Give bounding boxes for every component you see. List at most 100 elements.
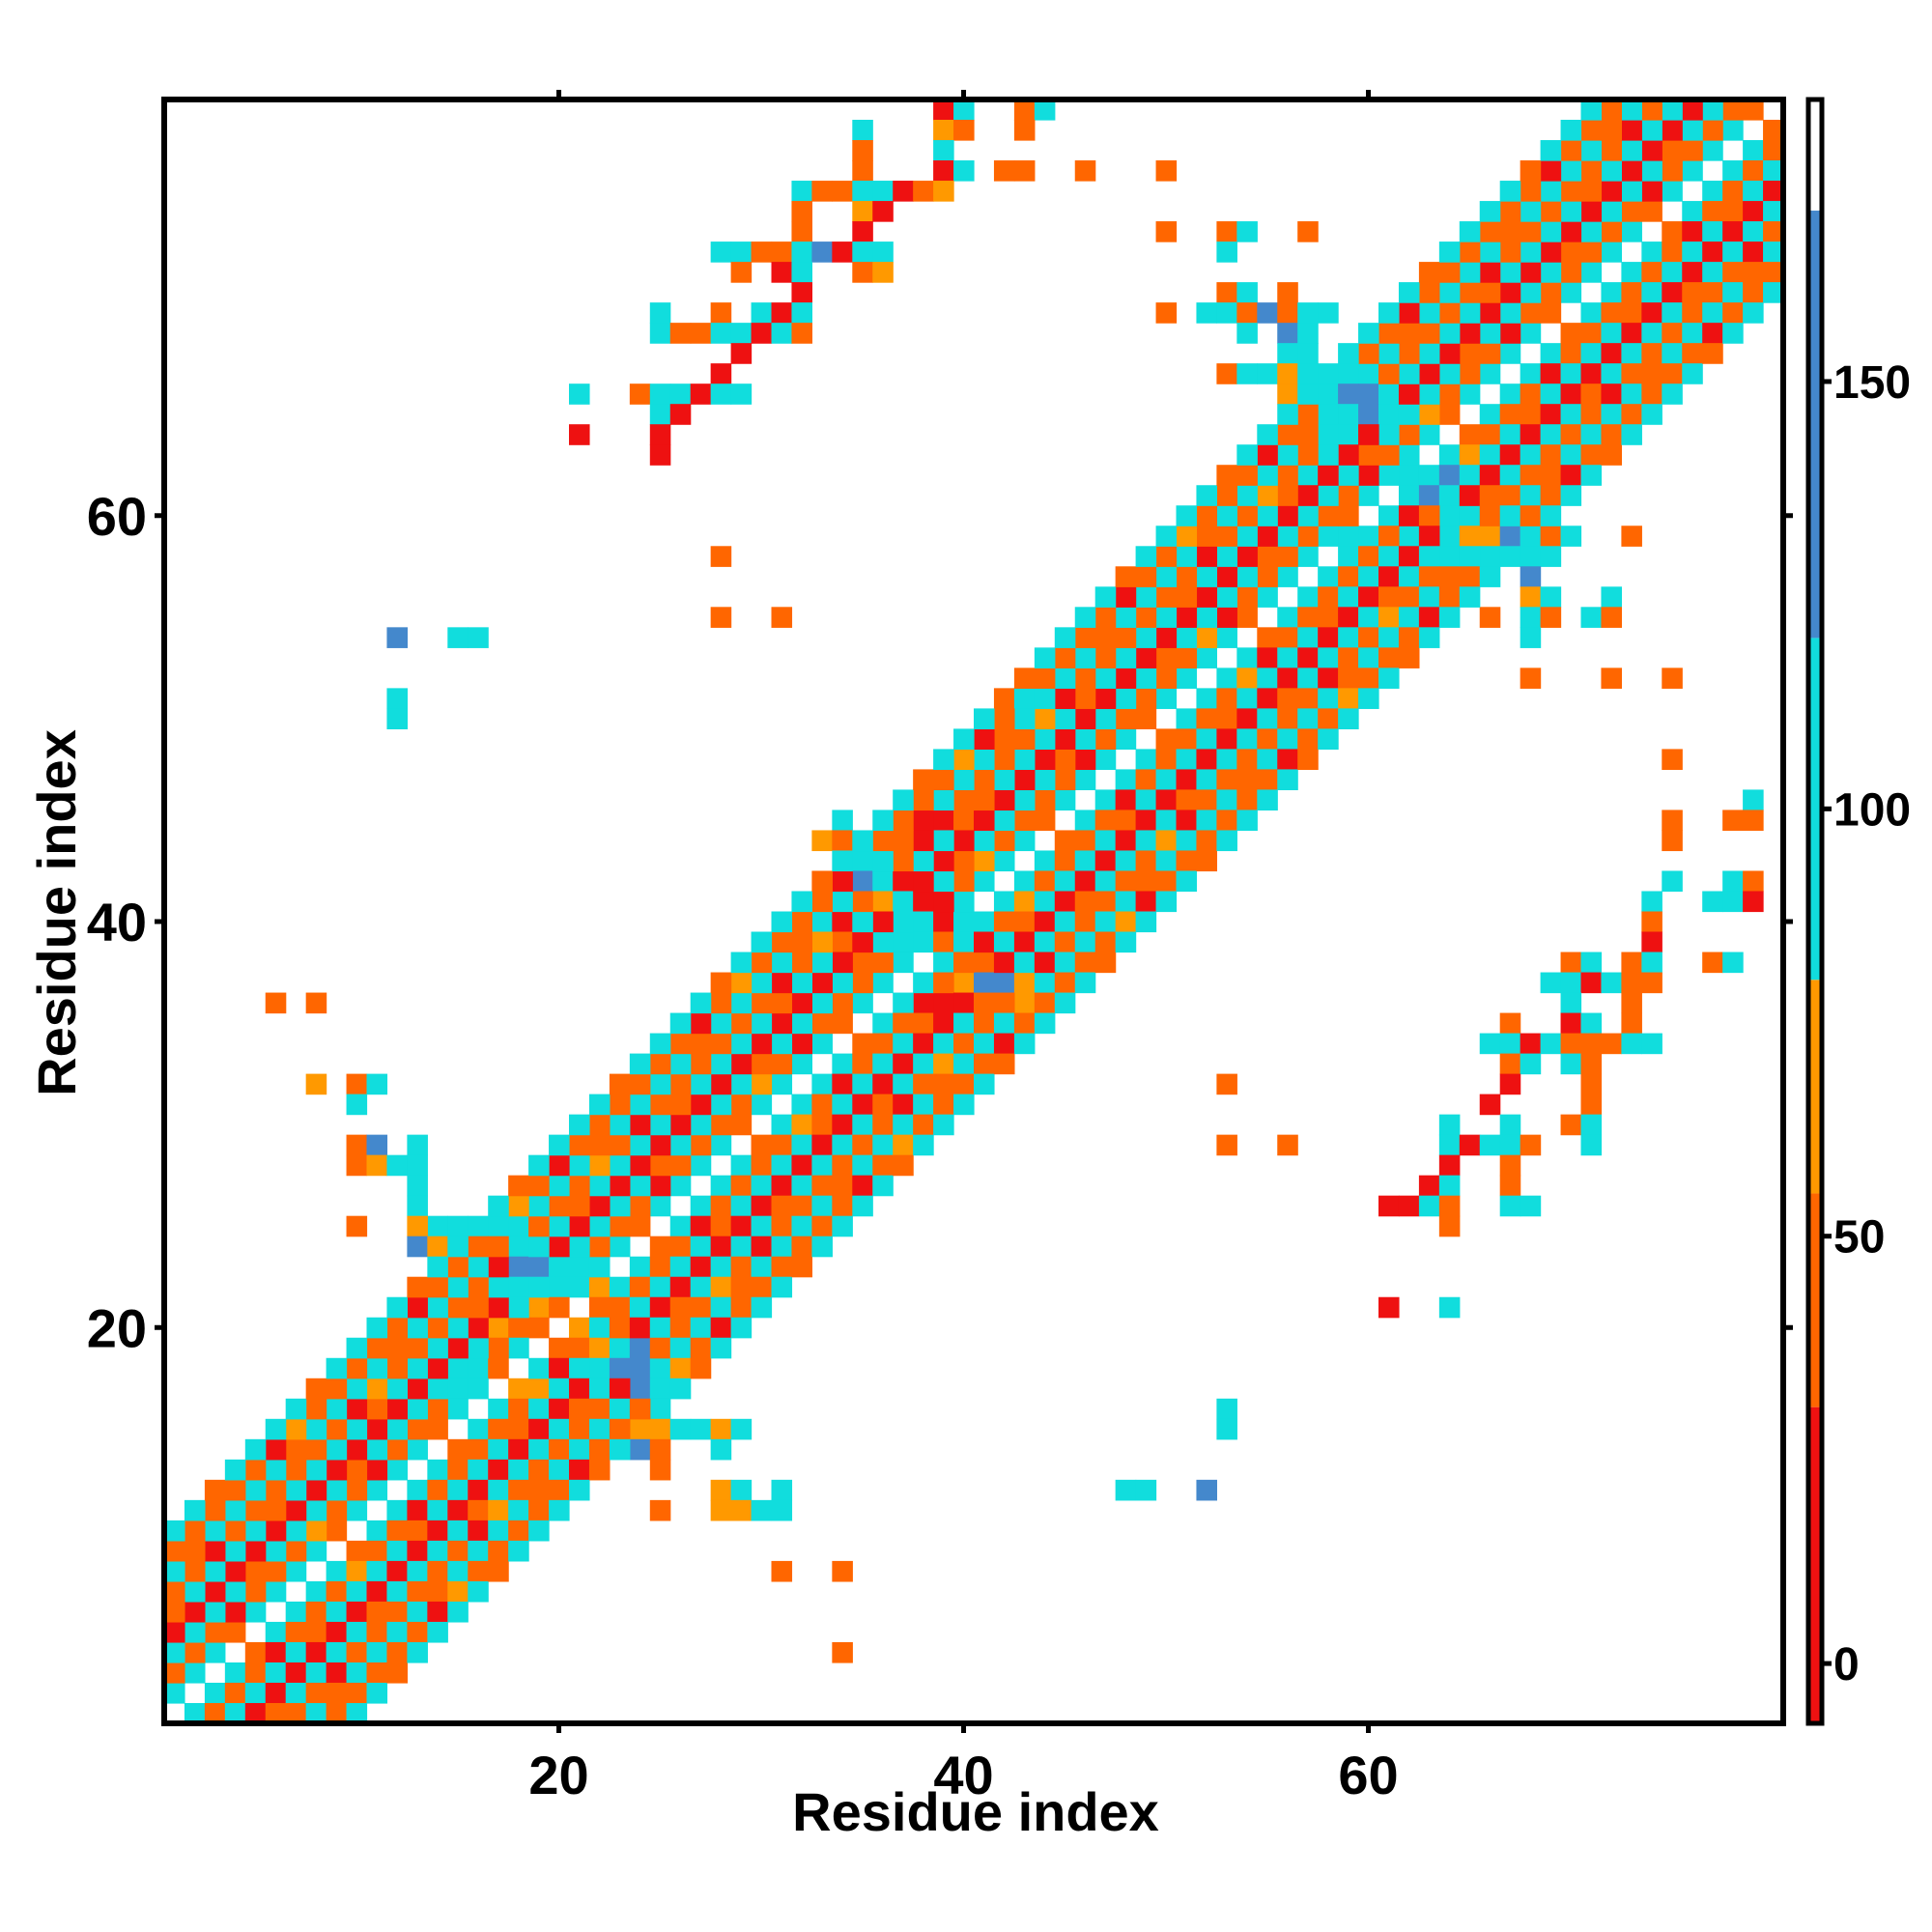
heatmap-cell — [730, 952, 753, 974]
heatmap-cell — [974, 708, 995, 729]
heatmap-cell — [933, 1012, 954, 1035]
heatmap-cell — [1216, 728, 1237, 750]
heatmap-cell — [832, 1073, 853, 1095]
heatmap-cell — [326, 1398, 348, 1420]
heatmap-cell — [427, 1256, 448, 1278]
heatmap-cell — [1438, 485, 1461, 506]
heatmap-cell — [468, 1438, 489, 1461]
heatmap-cell — [852, 221, 873, 242]
heatmap-cell — [609, 1175, 631, 1197]
heatmap-cell — [1236, 505, 1258, 526]
heatmap-cell — [1074, 749, 1096, 771]
heatmap-cell — [791, 1053, 812, 1075]
heatmap-cell — [832, 1195, 853, 1217]
heatmap-cell — [1054, 952, 1076, 974]
heatmap-cell — [1418, 424, 1440, 445]
heatmap-cell — [1297, 749, 1319, 771]
heatmap-cell — [751, 1499, 773, 1521]
heatmap-cell — [569, 1398, 590, 1420]
heatmap-cell — [669, 1094, 692, 1116]
heatmap-cell — [872, 870, 894, 893]
heatmap-cell — [1216, 485, 1237, 506]
heatmap-cell — [1702, 323, 1723, 344]
heatmap-cell — [1580, 1033, 1603, 1055]
heatmap-cell — [1621, 282, 1642, 303]
heatmap-cell — [1438, 607, 1461, 628]
heatmap-cell — [1621, 526, 1642, 547]
heatmap-cell — [811, 1114, 833, 1136]
heatmap-cell — [690, 323, 712, 344]
heatmap-cell — [1054, 891, 1076, 913]
heatmap-cell — [893, 870, 914, 893]
heatmap-cell — [649, 384, 671, 405]
heatmap-cell — [1094, 586, 1117, 608]
heatmap-cell — [1216, 830, 1237, 852]
heatmap-cell — [1196, 810, 1217, 832]
heatmap-cell — [1277, 343, 1298, 364]
heatmap-cell — [528, 1236, 550, 1258]
heatmap-cell — [1378, 668, 1400, 689]
heatmap-cell — [528, 1378, 550, 1400]
heatmap-cell — [832, 850, 853, 872]
heatmap-cell — [1398, 384, 1420, 405]
heatmap-cell — [1398, 627, 1420, 648]
heatmap-cell — [346, 1662, 368, 1684]
heatmap-cell — [326, 1662, 348, 1684]
heatmap-cell — [1520, 668, 1542, 689]
heatmap-cell — [1479, 404, 1501, 425]
heatmap-cell — [1520, 1195, 1542, 1217]
heatmap-cell — [852, 140, 873, 161]
heatmap-cell — [953, 911, 975, 933]
heatmap-cell — [1743, 810, 1764, 832]
heatmap-cells — [164, 99, 1784, 1724]
heatmap-cell — [1580, 262, 1603, 283]
heatmap-cell — [1540, 201, 1562, 222]
heatmap-cell — [771, 1499, 793, 1521]
heatmap-cell — [468, 1276, 489, 1298]
heatmap-cell — [1580, 607, 1603, 628]
heatmap-cell — [164, 1601, 185, 1623]
heatmap-cell — [407, 1560, 428, 1582]
heatmap-cell — [1682, 363, 1703, 384]
heatmap-cell — [1459, 526, 1481, 547]
heatmap-cell — [305, 1398, 327, 1420]
heatmap-cell — [1074, 810, 1096, 832]
heatmap-cell — [1176, 607, 1198, 628]
colorbar-frame — [1805, 97, 1825, 1726]
heatmap-cell — [1398, 465, 1420, 486]
heatmap-cell — [1499, 1033, 1521, 1055]
heatmap-cell — [771, 262, 793, 283]
heatmap-cell — [1216, 526, 1237, 547]
heatmap-cell — [326, 1682, 348, 1704]
heatmap-cell — [508, 1337, 529, 1359]
heatmap-cell — [791, 201, 812, 222]
heatmap-cell — [1338, 343, 1359, 364]
heatmap-cell — [771, 911, 793, 933]
heatmap-cell — [1297, 221, 1319, 242]
heatmap-cell — [1702, 302, 1723, 324]
heatmap-cell — [1196, 708, 1217, 729]
heatmap-cell — [1378, 343, 1400, 364]
heatmap-cell — [407, 1418, 428, 1440]
heatmap-cell — [1115, 566, 1137, 587]
heatmap-cell — [993, 769, 1015, 791]
heatmap-cell — [1358, 566, 1379, 587]
heatmap-cell — [1621, 302, 1642, 324]
heatmap-cell — [1257, 769, 1278, 791]
heatmap-cell — [1438, 363, 1461, 384]
heatmap-cell — [1479, 444, 1501, 466]
heatmap-cell — [710, 1114, 732, 1136]
heatmap-cell — [609, 1215, 631, 1237]
heatmap-cell — [265, 1520, 287, 1542]
heatmap-cell — [1398, 444, 1420, 466]
heatmap-cell — [1560, 404, 1582, 425]
heatmap-cell — [1257, 302, 1278, 324]
heatmap-cell — [1722, 323, 1744, 344]
heatmap-cell — [1641, 972, 1662, 994]
heatmap-cell — [974, 931, 995, 953]
heatmap-cell — [1601, 282, 1622, 303]
heatmap-cell — [811, 1175, 833, 1197]
heatmap-cell — [791, 1256, 812, 1278]
heatmap-cell — [447, 1256, 469, 1278]
heatmap-cell — [852, 1033, 873, 1055]
